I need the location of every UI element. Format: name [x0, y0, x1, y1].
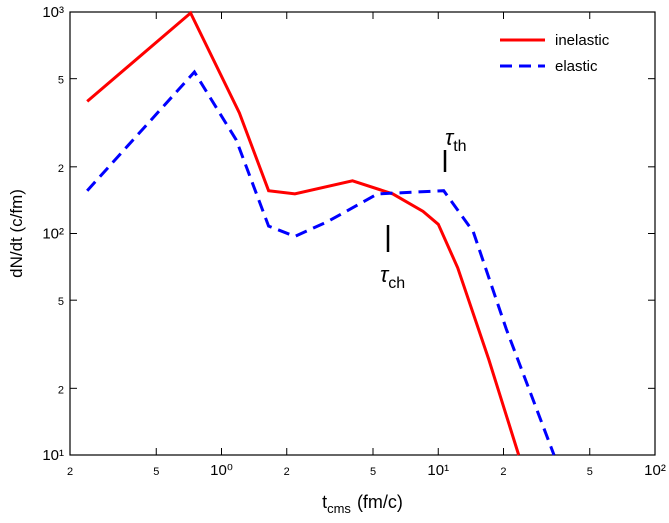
annotation-symbol: τ — [380, 262, 390, 287]
x-axis-symbol: t — [322, 492, 327, 512]
y-tick-label: 10² — [42, 226, 64, 243]
x-tick-label: 2 — [500, 466, 506, 478]
y-tick-label: 5 — [58, 296, 64, 308]
x-tick-label: 5 — [153, 466, 159, 478]
y-tick-label: 2 — [58, 384, 64, 396]
annotation-subscript: ch — [388, 275, 405, 292]
legend-label: elastic — [555, 58, 598, 75]
y-tick-label: 10¹ — [42, 447, 64, 464]
annotation-label: τch — [380, 262, 405, 292]
series-line — [86, 69, 556, 456]
x-tick-label: 10¹ — [427, 462, 449, 479]
x-tick-label: 2 — [67, 466, 73, 478]
annotation-subscript: th — [453, 138, 466, 155]
x-tick-label: 5 — [587, 466, 593, 478]
annotation-symbol: τ — [445, 125, 455, 150]
y-tick-label: 2 — [58, 163, 64, 175]
x-axis-unit: (fm/c) — [357, 492, 403, 512]
annotation-label: τth — [445, 125, 467, 155]
y-tick-label: 10³ — [42, 4, 64, 21]
series-line — [86, 10, 521, 456]
x-axis-subscript: cms — [327, 501, 351, 516]
x-tick-label: 10⁰ — [210, 462, 233, 479]
x-tick-label: 10² — [644, 462, 666, 479]
x-axis-label: tcms (fm/c) — [322, 492, 403, 516]
y-tick-label: 5 — [58, 75, 64, 87]
x-tick-label: 5 — [370, 466, 376, 478]
x-tick-label: 2 — [284, 466, 290, 478]
y-axis-label: dN/dt (c/fm) — [7, 189, 26, 278]
plot-frame — [69, 11, 656, 456]
legend-label: inelastic — [555, 32, 610, 49]
